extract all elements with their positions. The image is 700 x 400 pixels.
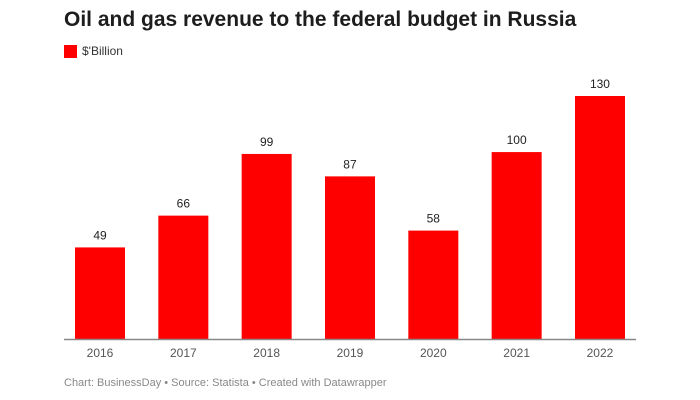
- data-label-2022: 130: [590, 77, 610, 91]
- x-tick-label-2021: 2021: [503, 346, 530, 360]
- x-tick-label-2018: 2018: [253, 346, 280, 360]
- bar-2018: [241, 153, 292, 339]
- x-tick-label-2016: 2016: [87, 346, 114, 360]
- x-tick-label-2020: 2020: [420, 346, 447, 360]
- chart-title: Oil and gas revenue to the federal budge…: [64, 8, 577, 31]
- legend-label: $'Billion: [82, 44, 123, 58]
- bar-2020: [408, 230, 459, 339]
- legend-swatch: [64, 44, 77, 58]
- data-label-2020: 58: [427, 212, 441, 226]
- bar-2021: [491, 152, 542, 339]
- data-label-2019: 87: [343, 157, 357, 171]
- bar-2022: [574, 96, 625, 339]
- x-tick-label-2017: 2017: [170, 346, 197, 360]
- x-tick-label-2022: 2022: [587, 346, 614, 360]
- bar-2017: [158, 215, 209, 339]
- data-label-2021: 100: [507, 133, 527, 147]
- data-label-2016: 49: [93, 228, 107, 242]
- chart-footer: Chart: BusinessDay • Source: Statista • …: [64, 377, 387, 389]
- bar-2016: [75, 247, 125, 339]
- bar-2019: [324, 176, 375, 339]
- data-label-2018: 99: [260, 135, 274, 149]
- legend: $'Billion: [64, 44, 123, 58]
- data-label-2017: 66: [177, 197, 191, 211]
- x-tick-label-2019: 2019: [337, 346, 364, 360]
